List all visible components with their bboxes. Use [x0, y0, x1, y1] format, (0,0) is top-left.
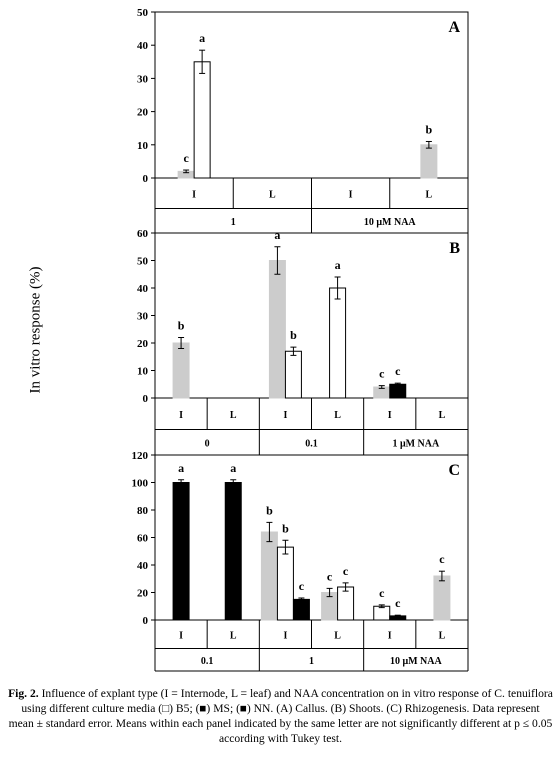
y-axis-label: In vitro response (%): [27, 266, 44, 394]
panel-b-category-label: I: [283, 410, 287, 421]
panel-c-category-label: I: [388, 630, 392, 641]
panel-c-panel-letter: C: [448, 462, 460, 479]
panel-b-category-label: L: [230, 410, 237, 421]
panel-b-significance-letter: c: [379, 367, 385, 381]
panel-c-category-label: I: [179, 630, 183, 641]
panel-c-group-label: 1: [309, 656, 314, 667]
panel-c-bar-nn: [224, 482, 242, 621]
panel-c-bar-ms: [433, 575, 451, 621]
panel-c-ytick-label: 120: [132, 450, 149, 462]
panel-b-significance-letter: a: [274, 228, 280, 242]
panel-c-significance-letter: b: [266, 503, 273, 517]
panel-b-category-label: I: [179, 410, 183, 421]
panel-c-category-label: L: [439, 630, 446, 641]
panel-b-ytick-label: 40: [137, 283, 149, 295]
panel-b-bar-nn: [389, 383, 407, 399]
panel-c-ytick-label: 80: [137, 505, 149, 517]
panel-a-category-label: I: [349, 189, 353, 200]
panel-c-significance-letter: c: [343, 564, 349, 578]
panel-b-panel-letter: B: [449, 240, 460, 257]
panel-a-ytick-label: 10: [137, 140, 149, 152]
panel-a-ytick-label: 0: [143, 173, 149, 185]
panel-a-ytick-label: 50: [137, 7, 149, 19]
panel-b-significance-letter: c: [395, 364, 401, 378]
panel-b-ytick-label: 30: [137, 311, 149, 323]
panel-b-plot-frame: [154, 232, 469, 399]
panel-a-bar-b5: [193, 61, 211, 179]
panel-c-significance-letter: c: [439, 552, 445, 566]
panel-b-bar-b5: [284, 350, 302, 399]
panel-c-bar-ms: [260, 531, 278, 621]
panel-b-bar-ms: [172, 342, 190, 399]
panel-c-ytick-label: 100: [132, 478, 149, 490]
panel-b-significance-letter: a: [335, 258, 341, 272]
panel-b-category-label: L: [334, 410, 341, 421]
panel-b-ytick-label: 0: [143, 393, 149, 405]
panel-c-category-label: L: [334, 630, 341, 641]
panel-c-ytick-label: 0: [143, 615, 149, 627]
panel-b-ytick-label: 10: [137, 366, 149, 378]
panel-c-bar-b5: [373, 605, 391, 621]
panel-c-significance-letter: a: [230, 461, 236, 475]
panel-c-bar-nn: [172, 482, 190, 621]
panel-b-bar-ms: [268, 260, 286, 399]
panel-c-significance-letter: c: [395, 596, 401, 610]
panel-c-significance-letter: c: [327, 569, 333, 583]
panel-a-ytick-label: 20: [137, 107, 149, 119]
panel-b-significance-letter: b: [290, 328, 297, 342]
panel-b-group-label: 0: [205, 438, 210, 449]
panel-c-bar-nn: [292, 598, 310, 621]
caption-text: Influence of explant type (I = Internode…: [8, 687, 553, 745]
panel-c-ytick-label: 40: [137, 560, 149, 572]
panel-b-category-label: I: [388, 410, 392, 421]
panel-a-significance-letter: c: [183, 151, 189, 165]
panel-c-group-label: 10 μM NAA: [390, 656, 443, 667]
panel-a-category-label: I: [192, 189, 196, 200]
panel-b-ytick-label: 60: [137, 228, 149, 240]
panel-a-bar-ms: [420, 144, 438, 179]
panel-c-group-label: 0.1: [201, 656, 214, 667]
panel-a-category-label: L: [426, 189, 433, 200]
panel-c-significance-letter: c: [299, 579, 305, 593]
panel-c-ytick-label: 20: [137, 588, 149, 600]
panel-a-category-label: L: [269, 189, 276, 200]
panel-b-group-label: 1 μM NAA: [392, 438, 440, 449]
panel-a-group-label: 1: [231, 217, 236, 228]
panel-c-bar-b5: [276, 546, 294, 621]
panel-c-ytick-label: 60: [137, 533, 149, 545]
panel-b-category-label: L: [439, 410, 446, 421]
panel-c-significance-letter: a: [178, 461, 184, 475]
panel-c-significance-letter: c: [379, 586, 385, 600]
panel-a-significance-letter: b: [426, 122, 433, 136]
panel-b-group-label: 0.1: [305, 438, 318, 449]
panel-c-category-label: L: [230, 630, 237, 641]
panel-a-panel-letter: A: [448, 19, 460, 36]
panel-a-ytick-label: 40: [137, 40, 149, 52]
panel-b-bar-b5: [329, 287, 347, 399]
panel-a-significance-letter: a: [199, 31, 205, 45]
panel-b-significance-letter: b: [178, 319, 185, 333]
figure-number: Fig. 2.: [8, 687, 39, 700]
panel-a-group-label: 10 μM NAA: [364, 217, 417, 228]
panel-c-bar-b5: [337, 586, 355, 621]
panel-b-ytick-label: 20: [137, 338, 149, 350]
panel-b-ytick-label: 50: [137, 256, 149, 268]
figure-caption: Fig. 2. Influence of explant type (I = I…: [8, 686, 553, 746]
panel-c-category-label: I: [283, 630, 287, 641]
panel-c-plot-frame: [154, 454, 469, 621]
panel-a-ytick-label: 30: [137, 73, 149, 85]
panel-c-significance-letter: b: [282, 521, 289, 535]
